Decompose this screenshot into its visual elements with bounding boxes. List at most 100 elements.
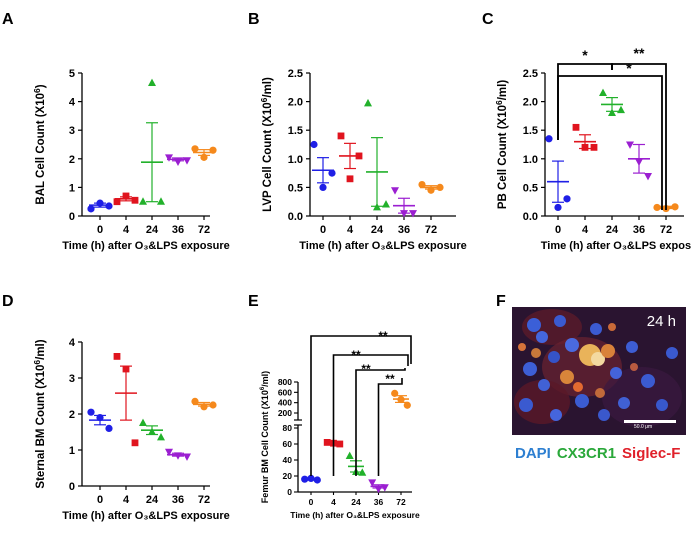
y-tick-label: 2	[69, 409, 75, 421]
y-tick-label: 1.5	[523, 125, 538, 137]
scale-bar	[624, 420, 676, 423]
data-point-0h	[105, 424, 113, 432]
x-tick-label: 36	[172, 224, 184, 236]
x-axis-label: Time (h) after O₃&LPS exposure	[299, 240, 466, 252]
y-tick-label: 0	[69, 211, 75, 223]
sig-bracket	[377, 378, 403, 476]
x-tick-label: 36	[633, 224, 645, 236]
x-axis-label: Time (h) after O₃&LPS exposure	[62, 510, 229, 522]
y-tick-label: 0	[287, 487, 292, 497]
x-tick-label: 72	[660, 224, 672, 236]
marks-layer: * ***********	[87, 45, 679, 494]
x-tick-label: 72	[425, 224, 437, 236]
data-point-72h	[418, 180, 426, 189]
data-point-24h	[139, 197, 147, 205]
x-tick-label: 24	[351, 497, 361, 507]
microscopy-image: 24 h 50.0 μm	[512, 307, 686, 435]
x-tick-label: 72	[198, 494, 210, 506]
y-tick-label: 2.0	[288, 97, 303, 109]
y-tick-label: 80	[283, 423, 293, 433]
y-tick-label: 0.5	[523, 182, 538, 194]
data-point-24h	[608, 108, 616, 117]
data-point-36h	[400, 210, 408, 218]
data-point-72h	[191, 145, 199, 153]
y-axis-label: Sternal BM Count (X106/ml)	[32, 339, 47, 488]
data-point-72h	[427, 186, 435, 194]
data-point-24h	[157, 433, 165, 441]
data-point-4h	[131, 196, 139, 204]
y-tick-label: 1	[69, 445, 75, 457]
data-point-24h	[358, 468, 367, 476]
data-point-4h	[337, 132, 345, 140]
legend-siglecf: Siglec-F	[622, 445, 681, 462]
data-point-0h	[328, 169, 336, 177]
y-tick-label: 0	[69, 481, 75, 493]
x-tick-label: 72	[396, 497, 406, 507]
data-point-4h	[113, 198, 121, 206]
sig-label: **	[378, 329, 388, 343]
data-point-0h	[554, 203, 562, 212]
sig-bracket	[332, 354, 409, 476]
data-point-4h	[572, 123, 580, 131]
data-point-4h	[323, 439, 331, 446]
y-axis-label-text: Femur BM Cell Count (X10	[260, 390, 270, 503]
x-tick-label: 4	[123, 494, 130, 506]
sig-label: **	[385, 372, 395, 386]
data-point-24h	[157, 197, 165, 205]
sig-bracket	[355, 368, 406, 476]
data-point-0h	[105, 202, 113, 210]
y-tick-label: 400	[278, 398, 292, 408]
y-tick-label: 4	[69, 337, 76, 349]
y-axis-label: LVP Cell Count (X106/ml)	[259, 77, 274, 212]
data-point-24h	[382, 200, 390, 208]
y-axis-label-unit: )	[35, 84, 47, 88]
y-tick-label: 0.5	[288, 182, 303, 194]
data-point-36h	[368, 479, 377, 487]
sig-label: *	[582, 47, 588, 63]
x-tick-label: 24	[146, 494, 159, 506]
y-tick-label: 2.5	[288, 68, 303, 80]
y-tick-label: 1	[69, 182, 75, 194]
y-axis-label: Femur BM Cell Count (X106/ml)	[260, 371, 270, 503]
data-point-4h	[122, 192, 130, 200]
y-tick-label: 5	[69, 68, 75, 80]
y-axis-label-unit: /ml)	[262, 77, 274, 98]
data-point-24h	[345, 451, 354, 459]
x-tick-label: 4	[123, 224, 130, 236]
x-tick-label: 36	[374, 497, 384, 507]
y-axis-label-exp: 6	[32, 88, 42, 93]
data-point-36h	[391, 187, 399, 195]
x-tick-label: 36	[398, 224, 410, 236]
panel-letter-B: B	[248, 11, 260, 28]
x-axis-label: Time (h) after O₃&LPS exposure	[541, 240, 691, 252]
data-point-36h	[409, 210, 417, 218]
y-tick-label: 600	[278, 387, 292, 397]
y-axis-label-text: Sternal BM Count (X10	[35, 365, 47, 489]
data-point-4h	[590, 143, 598, 151]
y-tick-label: 0.0	[288, 211, 303, 223]
x-tick-label: 0	[97, 494, 103, 506]
data-point-24h	[148, 78, 156, 87]
panel-letter-E: E	[248, 293, 259, 310]
y-tick-label: 20	[283, 471, 293, 481]
legend-cx3cr1: CX3CR1	[556, 445, 617, 462]
y-tick-label: 60	[283, 439, 293, 449]
x-tick-label: 4	[331, 497, 336, 507]
y-axis-label: BAL Cell Count (X106)	[32, 84, 47, 204]
data-point-36h	[165, 448, 173, 457]
y-tick-label: 2	[69, 154, 75, 166]
data-point-36h	[626, 141, 634, 149]
data-point-0h	[87, 408, 95, 416]
x-tick-label: 24	[606, 224, 619, 236]
micrograph	[512, 307, 686, 435]
y-axis-label-exp: 6	[260, 386, 266, 390]
x-tick-label: 24	[371, 224, 384, 236]
y-axis-label-exp: 6	[259, 97, 269, 102]
scale-bar-label: 50.0 μm	[634, 424, 653, 430]
data-point-0h	[310, 140, 318, 149]
sig-bracket	[611, 63, 667, 210]
y-tick-label: 200	[278, 408, 292, 418]
time-label: 24 h	[646, 313, 676, 330]
